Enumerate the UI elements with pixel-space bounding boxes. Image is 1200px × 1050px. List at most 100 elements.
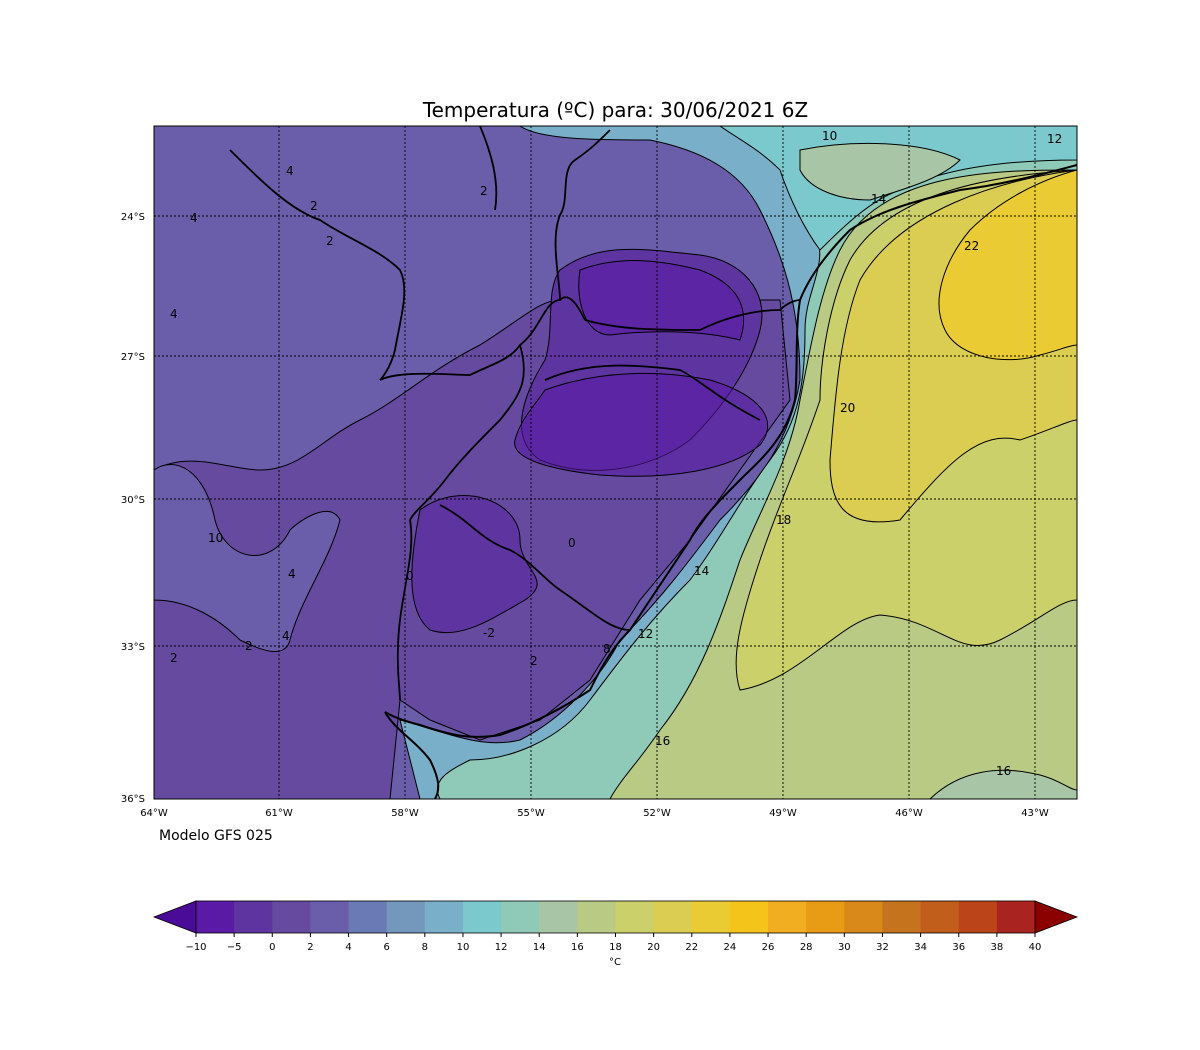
colorbar-ticks: −10 −5 0 2 4 6 8 10 12 14 16 18 20 22 24 26 28 30 32 34 36 38… [185,933,1041,953]
colorbar-tick-label: 18 [609,942,622,953]
lat-tick-label: 27°S [121,352,145,363]
colorbar-extend-low [152,900,197,934]
contour-label: 22 [964,239,979,253]
contour-label: 0 [406,569,414,583]
contour-label: 0 [568,536,576,550]
colorbar-tick-label: 6 [383,942,389,953]
contour-label: 8 [603,642,611,656]
lon-tick-label: 58°W [391,808,419,819]
colorbar-tick-label: 36 [952,942,965,953]
colorbar-cell [729,901,769,933]
contour-label: 4 [190,211,198,225]
colorbar-cell [691,901,731,933]
coastline-estuary [384,711,440,799]
contour-labels: 10 12 14 22 20 18 16 16 14 12 8 4 4 4 2 … [170,129,1062,778]
contour-label: 2 [310,199,318,213]
colorbar-tick-label: 20 [647,942,660,953]
lat-tick-label: 24°S [121,212,145,223]
temperature-field: 10 12 14 22 20 18 16 16 14 12 8 4 4 4 2 … [154,126,1077,799]
colorbar-cell [920,901,960,933]
contour-label: 14 [694,564,709,578]
contour-label: 4 [288,567,296,581]
lon-tick-label: 61°W [265,808,293,819]
colorbar-tick-label: 4 [345,942,351,953]
contour-label: 2 [480,184,488,198]
colorbar-tick-label: 0 [269,942,275,953]
lon-tick-label: 52°W [643,808,671,819]
colorbar-tick-label: 40 [1029,942,1042,953]
colorbar-cell [806,901,845,933]
colorbar-cell [653,901,693,933]
field-2-4-west-wedge [154,464,341,653]
lon-tick-label: 49°W [769,808,797,819]
coastline [384,164,1077,738]
colorbar-tick-label: 34 [914,942,927,953]
lon-tick-label: 46°W [895,808,923,819]
colorbar-tick-label: 14 [533,942,546,953]
map-title: Temperatura (ºC) para: 30/06/2021 6Z [422,98,809,122]
contour-label: 2 [170,651,178,665]
lat-tick-label: 30°S [121,495,145,506]
colorbar-cell [958,901,998,933]
contour-label: 18 [776,513,791,527]
colorbar-cell [234,901,273,933]
colorbar-tick-label: 30 [838,942,851,953]
colorbar-tick-label: 26 [762,942,775,953]
contour-label: 4 [170,307,178,321]
colorbar-tick-label: 8 [422,942,428,953]
colorbar-cell [501,901,540,933]
colorbar-cell [424,901,464,933]
colorbar-extend-high [1034,900,1079,934]
field-16-south-east [929,769,1077,799]
lon-tick-label: 43°W [1021,808,1049,819]
contour-label: 2 [530,654,538,668]
field-north-coast-14 [799,142,961,201]
colorbar-tick-label: 10 [457,942,470,953]
colorbar-cell [615,901,655,933]
lon-tick-label: 55°W [517,808,545,819]
latitude-ticks: 24°S 27°S 30°S 33°S 36°S [121,212,145,805]
colorbar-tick-label: 16 [571,942,584,953]
colorbar-unit-label: °C [609,957,621,968]
colorbar-cell [462,901,502,933]
colorbar-cell [768,901,807,933]
colorbar-cell [386,901,426,933]
colorbar: −10 −5 0 2 4 6 8 10 12 14 16 18 20 22 24 26 28 30 32 34 36 38… [152,900,1079,968]
colorbar-tick-label: 12 [495,942,508,953]
contour-label: 16 [655,734,670,748]
contour-label: 4 [282,629,290,643]
colorbar-tick-label: 28 [800,942,813,953]
colorbar-tick-label: 2 [307,942,313,953]
contour-label: 20 [840,401,855,415]
colorbar-tick-label: −5 [227,942,242,953]
contour-label: 16 [996,764,1011,778]
colorbar-tick-label: 38 [990,942,1003,953]
colorbar-cell [844,901,883,933]
graticule [154,126,1077,799]
model-label: Modelo GFS 025 [159,828,273,844]
field-cold-core-inner [578,260,745,341]
contour-label: -2 [483,626,495,640]
field-22-24 [938,169,1077,361]
colorbar-cell [348,901,388,933]
colorbar-cell [272,901,311,933]
colorbar-tick-label: 24 [724,942,737,953]
colorbar-cell [539,901,578,933]
contour-label: 4 [286,164,294,178]
contour-label: 10 [208,531,223,545]
longitude-ticks: 64°W 61°W 58°W 55°W 52°W 49°W 46°W 43°W [140,808,1049,819]
contour-label: 12 [1047,132,1062,146]
colorbar-tick-label: −10 [185,942,206,953]
colorbar-cell [996,901,1036,933]
contour-label: 14 [871,192,886,206]
contour-label: 2 [326,234,334,248]
colorbar-cell [310,901,350,933]
map-frame [153,125,1078,800]
political-borders [229,126,801,701]
contour-label: 10 [822,129,837,143]
field-cold-core-south [514,372,769,477]
colorbar-cell [882,901,922,933]
contour-label: 12 [638,627,653,641]
colorbar-cells [196,901,1036,933]
